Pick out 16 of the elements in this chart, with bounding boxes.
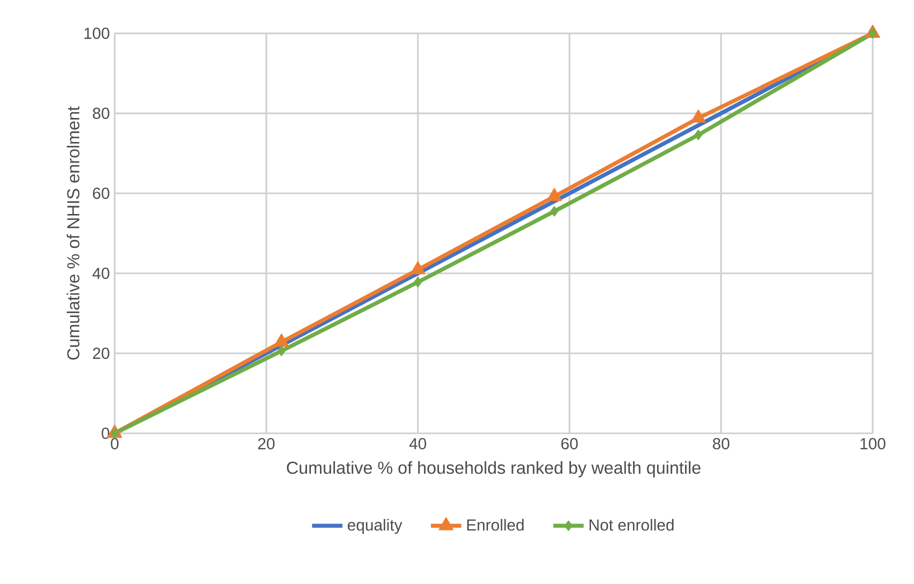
x-axis-title: Cumulative % of households ranked by wealth quintile bbox=[286, 461, 700, 478]
x-tick-label: 60 bbox=[561, 438, 578, 450]
x-tick-label: 80 bbox=[712, 438, 730, 450]
y-tick-label: 80 bbox=[92, 108, 110, 119]
x-tick-label: 20 bbox=[258, 438, 275, 450]
legend-label: Enrolled bbox=[467, 518, 524, 531]
y-tick-label: 40 bbox=[92, 268, 110, 279]
x-tick-label: 40 bbox=[409, 438, 426, 450]
legend-label: Not enrolled bbox=[590, 518, 674, 531]
y-axis-title: Cumulative % of NHIS enrolment bbox=[66, 106, 80, 360]
legend-label: equality bbox=[348, 518, 402, 534]
y-tick-label: 20 bbox=[92, 348, 110, 359]
x-tick-label: 0 bbox=[110, 438, 119, 450]
y-tick-label: 60 bbox=[92, 188, 110, 199]
y-tick-label: 100 bbox=[84, 28, 110, 39]
x-tick-label: 100 bbox=[860, 438, 886, 450]
